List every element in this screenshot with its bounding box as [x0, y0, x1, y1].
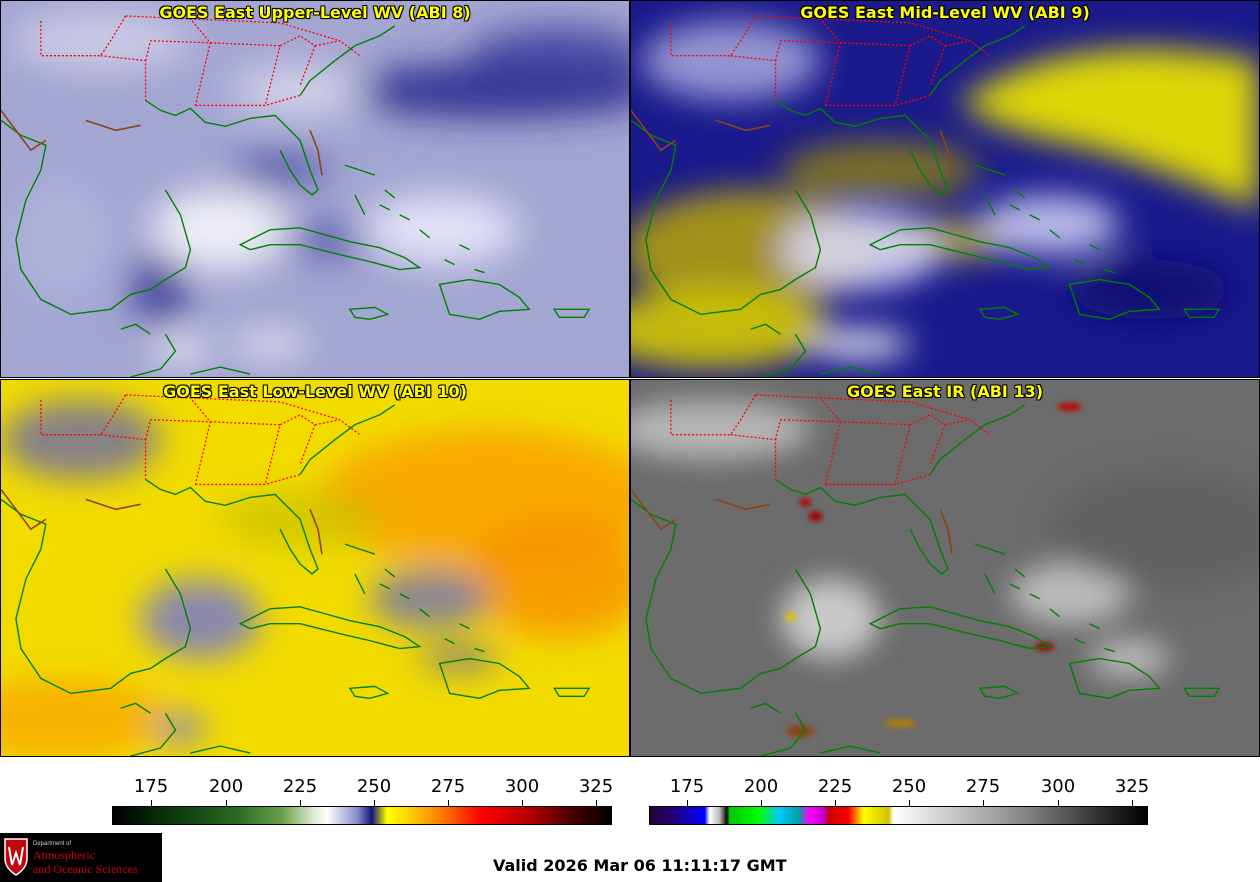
ir-tick-mark [1058, 800, 1059, 806]
ir-colorbar-gradient [649, 806, 1148, 825]
ir-tick-250: 250 [891, 776, 927, 797]
low-level-wv-image [1, 380, 629, 756]
upper-level-wv-image [1, 1, 629, 377]
wv-colorbar-gradient [112, 806, 612, 825]
mid-level-wv-image [631, 1, 1259, 377]
infrared-panel: GOES East IR (ABI 13) [630, 379, 1260, 757]
wv-tick-250: 250 [356, 776, 392, 797]
wv-tick-mark [226, 800, 227, 806]
wv-tick-mark [151, 800, 152, 806]
ir-tick-325: 325 [1114, 776, 1150, 797]
ir-tick-mark [983, 800, 984, 806]
low-level-wv-panel: GOES East Low-Level WV (ABI 10) [0, 379, 630, 757]
wv-tick-175: 175 [133, 776, 169, 797]
ir-tick-mark [835, 800, 836, 806]
wv-tick-200: 200 [208, 776, 244, 797]
ir-tick-200: 200 [743, 776, 779, 797]
wv-tick-mark [374, 800, 375, 806]
ir-tick-mark [1132, 800, 1133, 806]
wv-tick-325: 325 [578, 776, 614, 797]
infrared-image [631, 380, 1259, 756]
wv-tick-300: 300 [504, 776, 540, 797]
wv-tick-mark [596, 800, 597, 806]
wv-tick-mark [448, 800, 449, 806]
ir-tick-225: 225 [817, 776, 853, 797]
aos-logo[interactable]: Department of Atmospheric and Oceanic Sc… [0, 833, 162, 882]
wv-tick-mark [300, 800, 301, 806]
ir-colorbar: 175 200 225 250 275 300 325 [649, 770, 1150, 830]
wv-tick-275: 275 [430, 776, 466, 797]
logo-dept-text: Department of [33, 841, 72, 847]
wv-tick-225: 225 [282, 776, 318, 797]
upper-level-wv-panel: GOES East Upper-Level WV (ABI 8) [0, 0, 630, 378]
wv-colorbar: 175 200 225 250 275 300 325 [112, 770, 614, 830]
mid-level-wv-panel: GOES East Mid-Level WV (ABI 9) [630, 0, 1260, 378]
ir-tick-275: 275 [965, 776, 1001, 797]
ir-tick-mark [687, 800, 688, 806]
wv-tick-mark [522, 800, 523, 806]
uw-crest-icon [4, 838, 28, 876]
ir-tick-mark [761, 800, 762, 806]
ir-tick-mark [909, 800, 910, 806]
valid-time: Valid 2026 Mar 06 11:11:17 GMT [493, 856, 787, 875]
ir-tick-300: 300 [1040, 776, 1076, 797]
logo-line1: Atmospheric [33, 848, 95, 862]
logo-line2: and Oceanic Sciences [33, 862, 138, 876]
ir-tick-175: 175 [669, 776, 705, 797]
